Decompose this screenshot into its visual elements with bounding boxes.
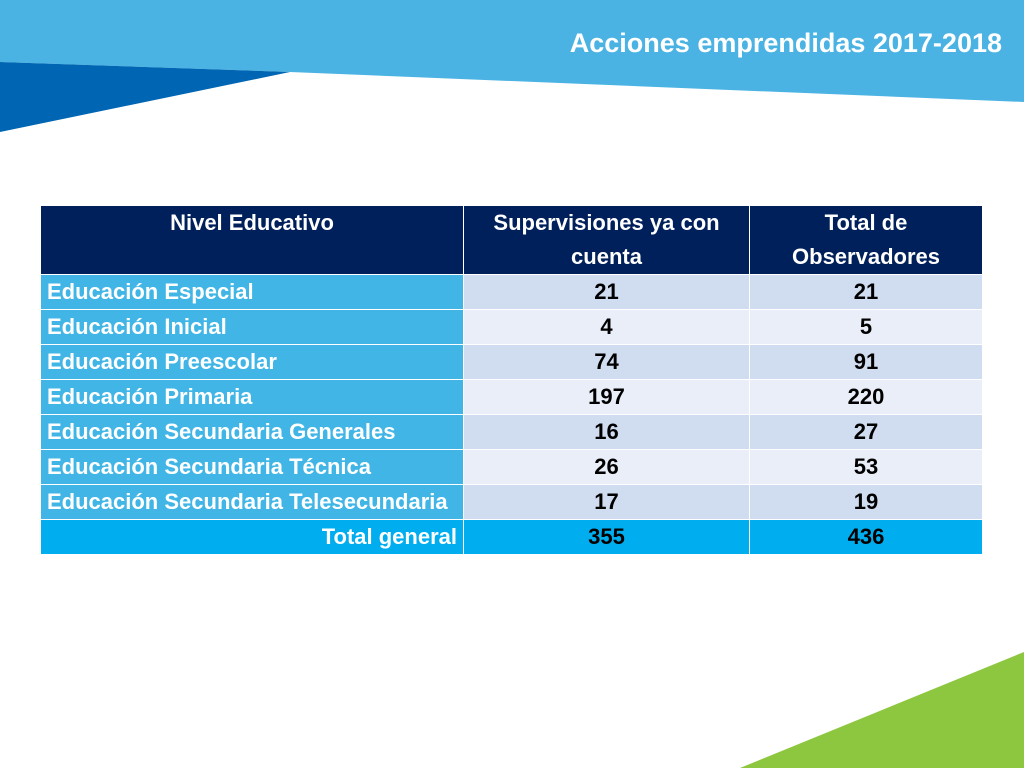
table-row: Educación Secundaria Técnica 26 53 xyxy=(40,449,983,485)
cell-supervisiones: 4 xyxy=(463,309,750,345)
table-row: Educación Primaria 197 220 xyxy=(40,379,983,415)
cell-observadores: 220 xyxy=(749,379,983,415)
cell-observadores: 21 xyxy=(749,274,983,310)
total-observadores: 436 xyxy=(749,519,983,555)
header-band xyxy=(0,0,1024,102)
total-label: Total general xyxy=(40,519,464,555)
table-header-row: Nivel Educativo Supervisiones ya con cue… xyxy=(40,205,983,275)
table-row: Educación Secundaria Generales 16 27 xyxy=(40,414,983,450)
cell-observadores: 53 xyxy=(749,449,983,485)
dark-blue-wedge xyxy=(0,62,290,132)
cell-supervisiones: 17 xyxy=(463,484,750,520)
cell-supervisiones: 16 xyxy=(463,414,750,450)
cell-nivel: Educación Especial xyxy=(40,274,464,310)
cell-supervisiones: 197 xyxy=(463,379,750,415)
green-wedge xyxy=(740,652,1024,768)
cell-supervisiones: 74 xyxy=(463,344,750,380)
table-row: Educación Inicial 4 5 xyxy=(40,309,983,345)
cell-supervisiones: 26 xyxy=(463,449,750,485)
cell-nivel: Educación Inicial xyxy=(40,309,464,345)
data-table: Nivel Educativo Supervisiones ya con cue… xyxy=(40,205,983,555)
cell-nivel: Educación Secundaria Generales xyxy=(40,414,464,450)
total-supervisiones: 355 xyxy=(463,519,750,555)
table-row: Educación Preescolar 74 91 xyxy=(40,344,983,380)
table-row: Educación Especial 21 21 xyxy=(40,274,983,310)
cell-observadores: 19 xyxy=(749,484,983,520)
cell-supervisiones: 21 xyxy=(463,274,750,310)
header-total-observadores: Total de Observadores xyxy=(749,205,983,275)
header-nivel-educativo: Nivel Educativo xyxy=(40,205,464,275)
cell-nivel: Educación Preescolar xyxy=(40,344,464,380)
slide-title: Acciones emprendidas 2017-2018 xyxy=(569,28,1002,58)
cell-observadores: 27 xyxy=(749,414,983,450)
total-row: Total general 355 436 xyxy=(40,519,983,555)
table-row: Educación Secundaria Telesecundaria 17 1… xyxy=(40,484,983,520)
cell-observadores: 91 xyxy=(749,344,983,380)
cell-nivel: Educación Secundaria Telesecundaria xyxy=(40,484,464,520)
header-supervisiones: Supervisiones ya con cuenta xyxy=(463,205,750,275)
cell-nivel: Educación Primaria xyxy=(40,379,464,415)
cell-observadores: 5 xyxy=(749,309,983,345)
cell-nivel: Educación Secundaria Técnica xyxy=(40,449,464,485)
